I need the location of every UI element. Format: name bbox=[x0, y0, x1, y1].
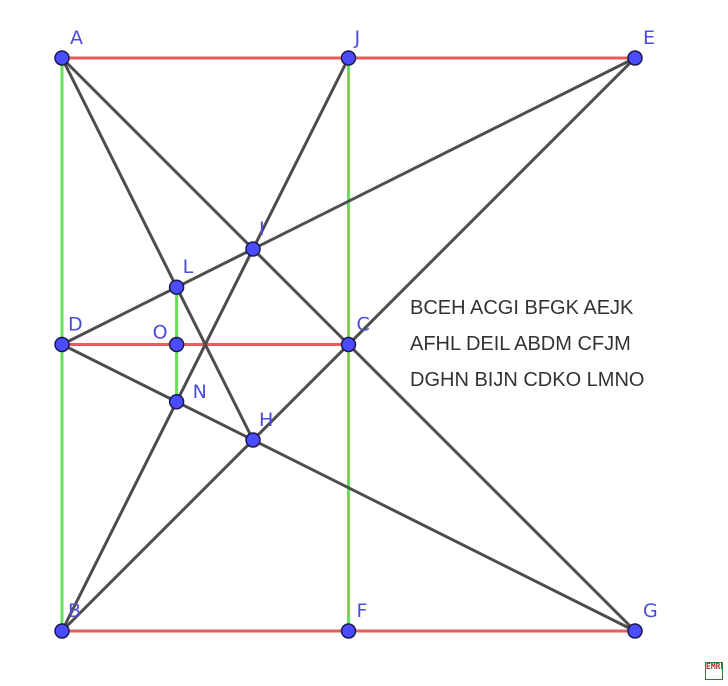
label-c: C bbox=[357, 314, 370, 336]
label-f: F bbox=[357, 600, 368, 622]
point-o[interactable] bbox=[168, 336, 185, 353]
points bbox=[54, 50, 643, 639]
segment-dg bbox=[60, 343, 637, 633]
segment-ed bbox=[60, 56, 637, 346]
label-a: A bbox=[70, 27, 83, 49]
segment-ac bbox=[60, 56, 350, 346]
label-j: J bbox=[354, 27, 361, 49]
label-o: O bbox=[153, 322, 168, 344]
point-b[interactable] bbox=[54, 623, 70, 639]
quad-line-1: BCEH ACGI BFGK AEJK bbox=[410, 297, 634, 319]
point-c[interactable] bbox=[340, 336, 357, 353]
dark-segments bbox=[60, 56, 637, 633]
label-b: B bbox=[68, 600, 81, 622]
point-f[interactable] bbox=[340, 623, 357, 639]
label-d: D bbox=[68, 314, 83, 336]
label-e: E bbox=[643, 27, 655, 49]
watermark-logo: EMRD bbox=[705, 662, 723, 680]
point-l[interactable] bbox=[168, 279, 185, 295]
quadruple-list: BCEH ACGI BFGK AEJK AFHL DEIL ABDM CFJM … bbox=[410, 297, 644, 391]
point-e[interactable] bbox=[627, 50, 643, 66]
point-g[interactable] bbox=[627, 623, 643, 639]
label-g: G bbox=[643, 600, 658, 622]
label-n: N bbox=[193, 381, 207, 403]
quad-line-3: DGHN BIJN CDKO LMNO bbox=[410, 369, 644, 391]
point-labels: A J E D C B F G I L O N H bbox=[68, 27, 658, 622]
point-h[interactable] bbox=[245, 432, 261, 448]
label-l: L bbox=[183, 256, 194, 278]
point-d[interactable] bbox=[54, 336, 70, 353]
point-i[interactable] bbox=[245, 241, 261, 257]
point-n[interactable] bbox=[168, 394, 185, 410]
label-h: H bbox=[259, 409, 273, 431]
segment-jb bbox=[60, 56, 350, 633]
segment-cg bbox=[347, 343, 637, 633]
quad-line-2: AFHL DEIL ABDM CFJM bbox=[410, 333, 631, 355]
point-j[interactable] bbox=[340, 50, 357, 66]
label-i: I bbox=[259, 218, 265, 240]
segment-ah bbox=[60, 56, 255, 442]
point-a[interactable] bbox=[54, 50, 70, 66]
